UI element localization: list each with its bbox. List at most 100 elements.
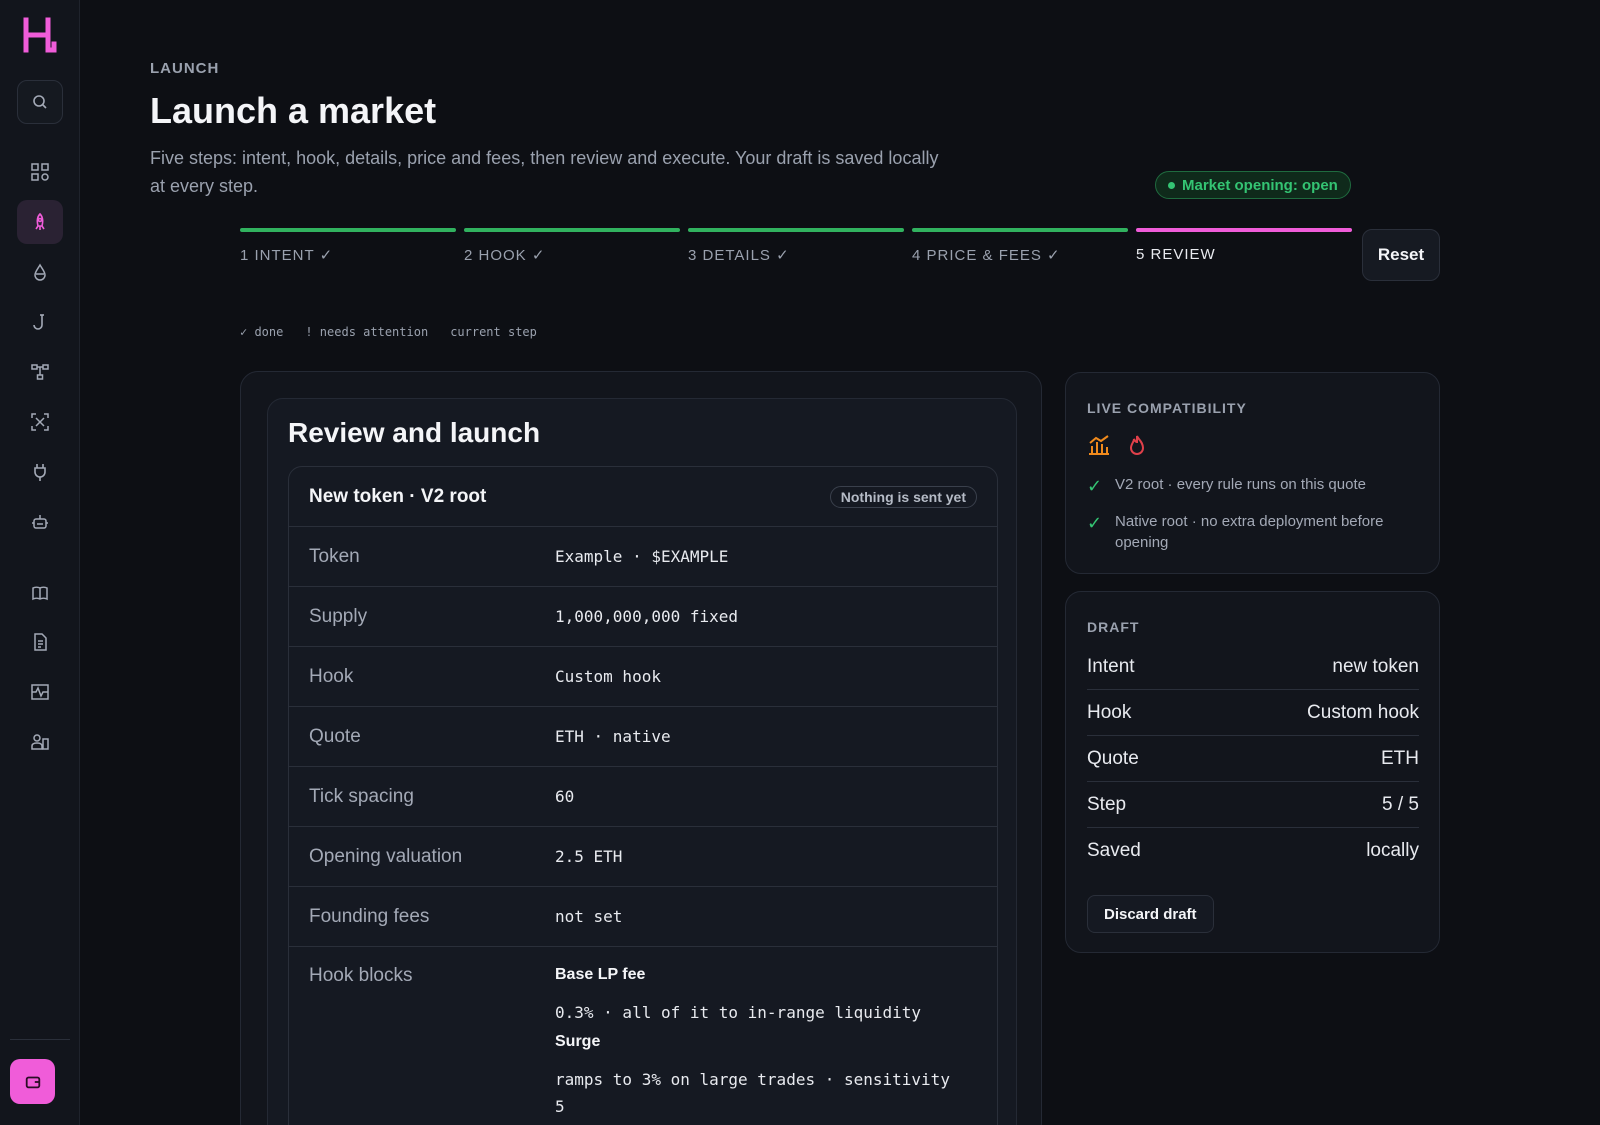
row-key: Quote [309,725,361,747]
discard-draft-button[interactable]: Discard draft [1087,895,1214,933]
step-label: 4 PRICE & FEES ✓ [912,247,1061,264]
row-value: 1,000,000,000 fixed [555,607,739,626]
app-logo[interactable] [22,16,58,56]
summary-row-token: Token Example · $EXAMPLE [289,527,997,587]
row-key: Tick spacing [309,785,414,807]
wallet-icon [25,1076,40,1088]
network-icon [31,364,49,380]
search-icon [33,95,47,109]
draft-title: DRAFT [1087,619,1140,635]
draft-row-step: Step 5 / 5 [1087,782,1419,828]
plug-icon [34,464,46,481]
wallet-button[interactable] [10,1059,55,1104]
summary-row-opening-valuation: Opening valuation 2.5 ETH [289,827,997,887]
row-key: Hook blocks [309,965,413,986]
summary-row-supply: Supply 1,000,000,000 fixed [289,587,997,647]
step-progress-bar [464,228,680,232]
row-value: Example · $EXAMPLE [555,547,729,566]
draft-row-quote: Quote ETH [1087,736,1419,782]
market-status-text: Market opening: open [1182,176,1338,194]
book-icon [32,586,48,601]
nav-liquidity[interactable] [17,250,63,294]
search-button[interactable] [17,80,63,124]
launch-summary: New token · V2 root Nothing is sent yet … [288,466,998,1125]
nav-docs[interactable] [17,571,63,615]
check-icon: ✓ [1087,476,1103,496]
summary-row-quote: Quote ETH · native [289,707,997,767]
nav-launch[interactable] [17,200,63,244]
step-progress-bar [688,228,904,232]
row-key: Hook [309,665,354,687]
summary-row-founding-fees: Founding fees not set [289,887,997,947]
nav-hooks[interactable] [17,300,63,344]
compat-item: ✓ V2 root · every rule runs on this quot… [1087,474,1417,497]
hook-block-name: Surge [555,1033,601,1050]
dashboard-icon [31,163,49,181]
rocket-icon [35,212,45,230]
users-icon [31,734,49,750]
document-icon [34,633,47,651]
draft-row-saved: Saved locally [1087,828,1419,874]
scan-icon [31,413,49,431]
step-progress-bar [240,228,456,232]
stepper-legend: ✓ done ! needs attention current step [240,325,537,339]
row-value: ETH · native [555,727,671,746]
nav-reports[interactable] [17,620,63,664]
step-hook[interactable]: 2 HOOK ✓ [464,228,680,264]
compat-icons [1087,433,1149,457]
draft-value: ETH [1381,747,1419,769]
page-eyebrow: LAUNCH [150,60,220,77]
step-review[interactable]: 5 REVIEW [1136,228,1352,263]
nav-team[interactable] [17,720,63,764]
drop-icon [34,263,46,281]
draft-value: 5 / 5 [1382,793,1419,815]
draft-rows: Intent new token Hook Custom hook Quote … [1087,644,1419,874]
page-title: Launch a market [150,90,437,131]
row-key: Token [309,545,360,567]
compat-item-text: Native root · no extra deployment before… [1115,513,1384,551]
draft-row-intent: Intent new token [1087,644,1419,690]
status-dot-icon [1168,181,1175,189]
nav-scan[interactable] [17,400,63,444]
review-title: Review and launch [288,417,541,448]
summary-row-hook-blocks: Hook blocks Base LP fee 0.3% · all of it… [289,947,997,1125]
live-compatibility-panel: LIVE COMPATIBILITY ✓ V2 root · every rul… [1065,372,1440,574]
reset-button[interactable]: Reset [1362,229,1440,281]
activity-icon [31,684,49,700]
draft-key: Quote [1087,747,1139,769]
market-status-badge: Market opening: open [1155,171,1351,199]
nav-agents[interactable] [17,500,63,544]
hook-block-desc: 0.3% · all of it to in-range liquidity [555,1003,922,1022]
legend-current: current step [450,325,537,339]
row-value: Custom hook [555,667,661,686]
row-value: 2.5 ETH [555,847,623,866]
review-panel: Review and launch New token · V2 root No… [240,371,1042,1125]
step-label: 3 DETAILS ✓ [688,247,790,264]
step-label: 5 REVIEW [1136,246,1216,263]
draft-key: Step [1087,793,1127,815]
step-details[interactable]: 3 DETAILS ✓ [688,228,904,264]
draft-key: Hook [1087,701,1132,723]
draft-key: Saved [1087,840,1141,861]
draft-value: Custom hook [1307,701,1419,723]
row-value: 60 [555,787,575,806]
nav-activity[interactable] [17,670,63,714]
summary-row-hook: Hook Custom hook [289,647,997,707]
step-price-fees[interactable]: 4 PRICE & FEES ✓ [912,228,1128,264]
nav-integrations[interactable] [17,450,63,494]
row-key: Supply [309,605,368,627]
hook-icon [33,314,44,330]
summary-header: New token · V2 root Nothing is sent yet [289,467,997,527]
nav-network[interactable] [17,350,63,394]
draft-panel: DRAFT Intent new token Hook Custom hook … [1065,591,1440,953]
sidebar [0,0,80,1125]
summary-row-tick-spacing: Tick spacing 60 [289,767,997,827]
step-intent[interactable]: 1 INTENT ✓ [240,228,456,264]
sidebar-divider [10,1039,70,1040]
row-value: not set [555,907,623,926]
step-label: 1 INTENT ✓ [240,247,334,264]
nav-dashboard[interactable] [17,150,63,194]
compat-item-text: V2 root · every rule runs on this quote [1115,476,1366,493]
row-key: Opening valuation [309,845,463,867]
hook-block-desc: ramps to 3% on large trades · sensitivit… [555,1070,950,1116]
